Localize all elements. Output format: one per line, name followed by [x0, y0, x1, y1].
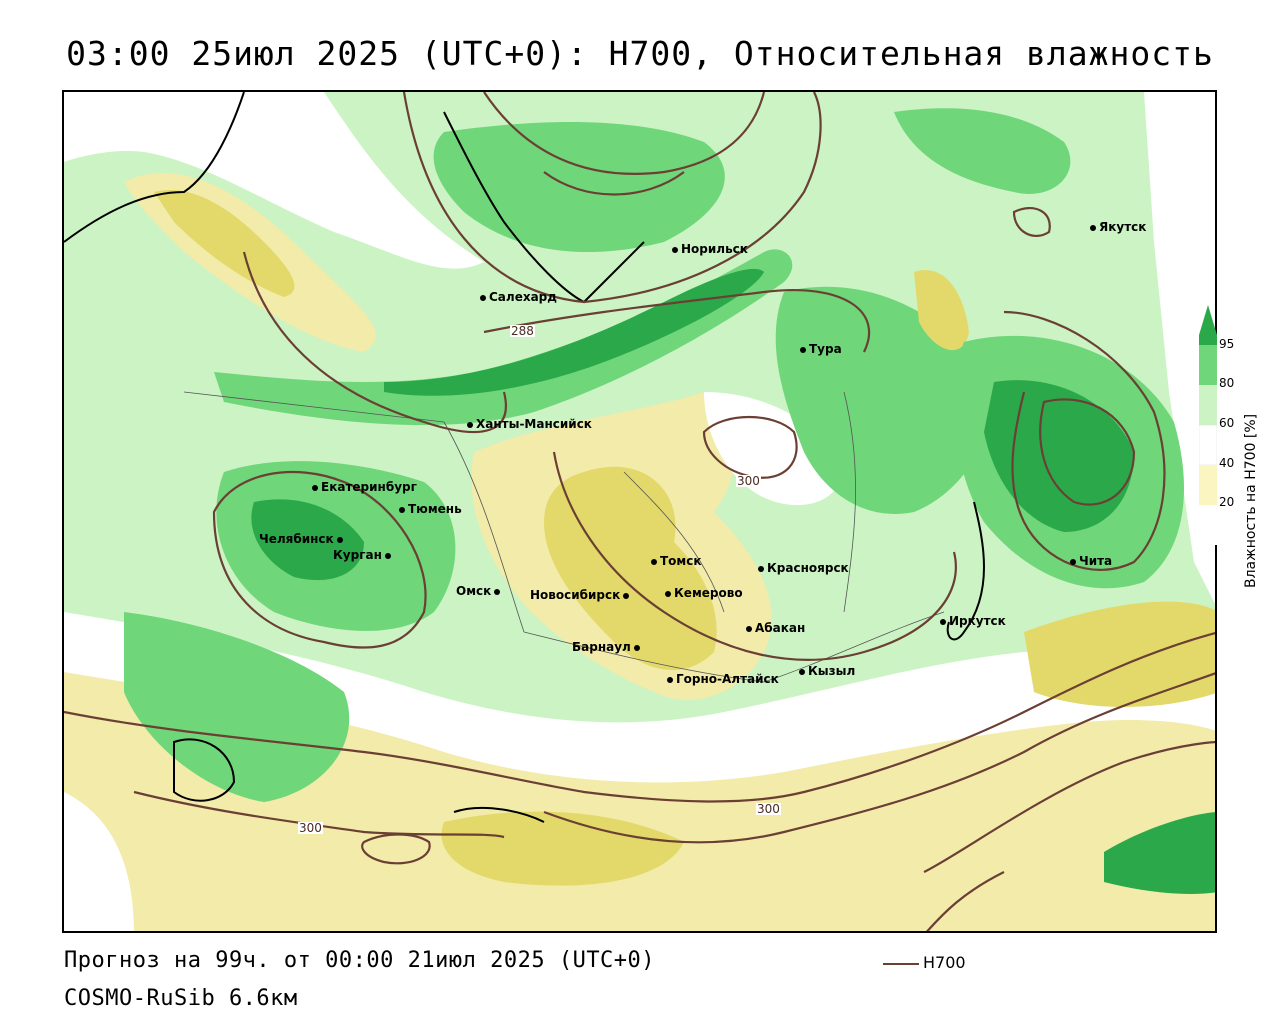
- colorbar-gt95: [1199, 335, 1217, 345]
- city-dot-icon: [623, 592, 630, 599]
- city-dot-icon: [651, 558, 657, 565]
- balkhash-coast: [453, 806, 545, 823]
- city-dot-icon: [480, 294, 486, 301]
- city-dot-icon: [667, 676, 673, 683]
- city-chelyabinsk[interactable]: Челябинск: [259, 532, 346, 546]
- city-dot-icon: [799, 668, 805, 675]
- city-tura[interactable]: Тура: [800, 342, 842, 356]
- colorbar-tick: 95: [1219, 337, 1235, 351]
- dry-area-south-west: [64, 792, 134, 931]
- dry-core-ural-north: [154, 190, 295, 297]
- colorbar-tick: 80: [1219, 376, 1235, 390]
- city-tyumen[interactable]: Тюмень: [399, 502, 462, 516]
- humid-band: [214, 249, 793, 426]
- city-kurgan[interactable]: Курган: [333, 548, 394, 562]
- h700-contours: [64, 92, 1215, 931]
- city-dot-icon: [336, 536, 343, 543]
- city-yakutsk[interactable]: Якутск: [1090, 220, 1146, 234]
- dry-core-south-east: [1024, 601, 1215, 707]
- colorbar-80-95: [1199, 345, 1217, 385]
- dry-core-south: [441, 811, 684, 886]
- colorbar-tick: 20: [1219, 495, 1235, 509]
- city-dot-icon: [800, 346, 806, 353]
- humid-area-tura: [775, 286, 990, 514]
- city-kemerovo[interactable]: Кемерово: [665, 586, 743, 600]
- city-salekhard[interactable]: Салехард: [480, 290, 557, 304]
- coastline-west: [64, 92, 245, 243]
- city-tomsk[interactable]: Томск: [651, 554, 702, 568]
- humid-area-north-east: [894, 108, 1071, 194]
- saturated-area-urals: [251, 499, 364, 581]
- humidity-colorbar: [1199, 305, 1217, 545]
- saturated-area-south-east: [1104, 812, 1215, 894]
- contour-value-label: 300: [756, 802, 781, 816]
- city-chita[interactable]: Чита: [1070, 554, 1112, 568]
- colorbar-20-40: [1199, 465, 1217, 505]
- city-dot-icon: [633, 644, 640, 651]
- map-title: 03:00 25июл 2025 (UTC+0): H700, Относите…: [66, 34, 1214, 73]
- outside-domain: [1144, 92, 1215, 604]
- city-dot-icon: [758, 565, 764, 572]
- dry-area-south-light: [64, 672, 1215, 931]
- city-dot-icon: [665, 590, 671, 597]
- city-dot-icon: [467, 421, 473, 428]
- city-dot-icon: [1090, 224, 1096, 231]
- city-yekaterinburg[interactable]: Екатеринбург: [312, 480, 417, 494]
- city-dot-icon: [672, 246, 678, 253]
- saturated-band: [384, 268, 764, 396]
- lake-baikal: [946, 501, 985, 641]
- city-omsk[interactable]: Омск: [456, 584, 503, 598]
- colorbar-40-60: [1199, 424, 1217, 466]
- city-norilsk[interactable]: Норильск: [672, 242, 748, 256]
- humidity-field: [64, 92, 1215, 931]
- forecast-info: Прогноз на 99ч. от 00:00 21июл 2025 (UTC…: [64, 948, 656, 973]
- city-dot-icon: [399, 506, 405, 513]
- colorbar-tick: 40: [1219, 456, 1235, 470]
- admin-borders: [183, 391, 945, 683]
- city-dot-icon: [494, 588, 501, 595]
- city-gorno-altaysk[interactable]: Горно-Алтайск: [667, 672, 779, 686]
- dry-area-north-west: [64, 92, 484, 269]
- colorbar-lt20: [1199, 505, 1217, 545]
- colorbar-60-80: [1199, 385, 1217, 425]
- city-dot-icon: [746, 625, 752, 632]
- city-abakan[interactable]: Абакан: [746, 621, 805, 635]
- coastline-kara: [443, 111, 645, 304]
- colorbar-triangle-icon: [1199, 305, 1217, 335]
- city-dot-icon: [312, 484, 318, 491]
- city-dot-icon: [940, 618, 946, 625]
- dry-area-tura: [914, 270, 969, 351]
- caspian-coast: [173, 738, 236, 802]
- city-irkutsk[interactable]: Иркутск: [940, 614, 1006, 628]
- contour-value-label: 300: [298, 821, 323, 835]
- city-dot-icon: [1070, 558, 1076, 565]
- city-novosibirsk[interactable]: Новосибирск: [530, 588, 632, 602]
- humid-area-taymyr: [433, 122, 725, 252]
- saturated-area-east: [984, 380, 1134, 532]
- city-dot-icon: [384, 552, 391, 559]
- city-khanty-mansiysk[interactable]: Ханты-Мансийск: [467, 417, 592, 431]
- city-kyzyl[interactable]: Кызыл: [799, 664, 855, 678]
- contour-value-label: 288: [510, 324, 535, 338]
- humid-area-south-west: [124, 612, 350, 802]
- colorbar-tick: 60: [1219, 416, 1235, 430]
- city-krasnoyarsk[interactable]: Красноярск: [758, 561, 849, 575]
- contour-legend: H700: [883, 953, 966, 972]
- colorbar-title: Влажность на H700 [%]: [1243, 413, 1259, 588]
- map-area[interactable]: 288 300 300 300 300 Норильск Якутск Сале…: [62, 90, 1217, 933]
- model-name: COSMO-RuSib 6.6км: [64, 986, 298, 1011]
- contour-line-icon: [883, 962, 919, 965]
- city-barnaul[interactable]: Барнаул: [572, 640, 643, 654]
- contour-value-label: 300: [736, 474, 761, 488]
